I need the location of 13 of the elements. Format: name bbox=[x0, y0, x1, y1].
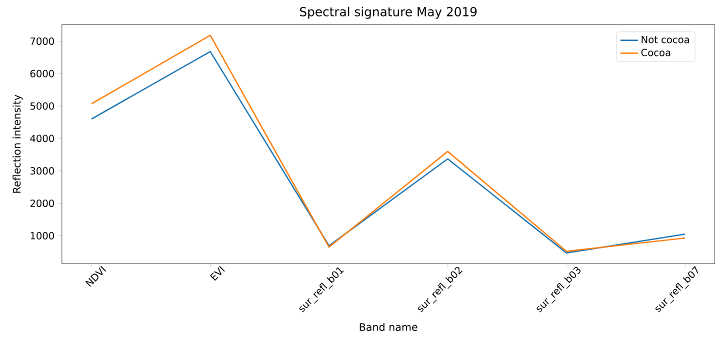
y-tick-label: 2000 bbox=[30, 200, 54, 207]
y-tick-label: 7000 bbox=[30, 37, 54, 45]
y-tick-label: 5000 bbox=[30, 102, 54, 110]
y-tick-label: 3000 bbox=[30, 167, 54, 175]
chart-title: Spectral signature May 2019 bbox=[300, 6, 477, 19]
legend-label: Not cocoa bbox=[642, 36, 689, 44]
y-tick-label: 6000 bbox=[30, 70, 54, 78]
y-tick-label: 1000 bbox=[30, 232, 54, 240]
y-axis-title: Reflection intensity bbox=[12, 94, 23, 193]
y-tick-label: 4000 bbox=[30, 134, 54, 142]
legend-label: Cocoa bbox=[641, 48, 670, 56]
x-axis-title: Band name bbox=[360, 322, 418, 331]
x-tick-label: EVI bbox=[210, 266, 225, 281]
